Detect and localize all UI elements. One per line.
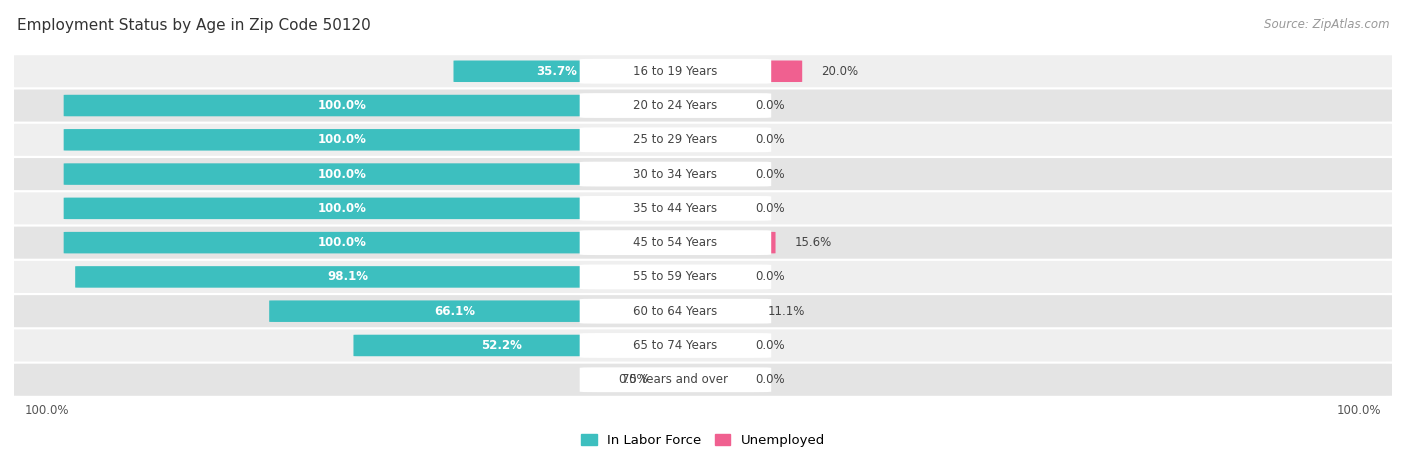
Text: 65 to 74 Years: 65 to 74 Years (633, 339, 717, 352)
FancyBboxPatch shape (454, 60, 681, 82)
Text: 0.0%: 0.0% (755, 168, 785, 180)
FancyBboxPatch shape (10, 158, 1396, 190)
FancyBboxPatch shape (579, 127, 772, 152)
FancyBboxPatch shape (669, 95, 737, 116)
Text: 0.0%: 0.0% (755, 339, 785, 352)
Text: 100.0%: 100.0% (1337, 405, 1381, 418)
Text: 100.0%: 100.0% (25, 405, 69, 418)
Text: 0.0%: 0.0% (755, 133, 785, 146)
FancyBboxPatch shape (669, 266, 737, 288)
FancyBboxPatch shape (669, 198, 737, 219)
Text: 35 to 44 Years: 35 to 44 Years (633, 202, 717, 215)
Legend: In Labor Force, Unemployed: In Labor Force, Unemployed (575, 428, 831, 451)
FancyBboxPatch shape (579, 230, 772, 255)
Text: 55 to 59 Years: 55 to 59 Years (634, 271, 717, 283)
Text: 35.7%: 35.7% (536, 65, 576, 78)
FancyBboxPatch shape (63, 95, 681, 116)
Text: 52.2%: 52.2% (481, 339, 522, 352)
FancyBboxPatch shape (579, 333, 772, 358)
FancyBboxPatch shape (579, 59, 772, 84)
FancyBboxPatch shape (579, 196, 772, 221)
FancyBboxPatch shape (669, 129, 737, 151)
Text: Source: ZipAtlas.com: Source: ZipAtlas.com (1264, 18, 1389, 31)
Text: 100.0%: 100.0% (318, 168, 367, 180)
FancyBboxPatch shape (669, 300, 748, 322)
Text: 20.0%: 20.0% (821, 65, 859, 78)
FancyBboxPatch shape (63, 129, 681, 151)
FancyBboxPatch shape (579, 93, 772, 118)
Text: 66.1%: 66.1% (434, 305, 475, 318)
FancyBboxPatch shape (579, 299, 772, 324)
FancyBboxPatch shape (10, 124, 1396, 156)
FancyBboxPatch shape (63, 232, 681, 253)
Text: 15.6%: 15.6% (794, 236, 832, 249)
Text: 45 to 54 Years: 45 to 54 Years (633, 236, 717, 249)
Text: 60 to 64 Years: 60 to 64 Years (633, 305, 717, 318)
Text: 100.0%: 100.0% (318, 133, 367, 146)
FancyBboxPatch shape (269, 300, 681, 322)
FancyBboxPatch shape (10, 329, 1396, 362)
Text: 30 to 34 Years: 30 to 34 Years (634, 168, 717, 180)
FancyBboxPatch shape (669, 163, 737, 185)
FancyBboxPatch shape (669, 60, 803, 82)
FancyBboxPatch shape (669, 369, 737, 391)
Text: 0.0%: 0.0% (755, 99, 785, 112)
FancyBboxPatch shape (63, 198, 681, 219)
Text: 98.1%: 98.1% (328, 271, 368, 283)
FancyBboxPatch shape (10, 261, 1396, 293)
FancyBboxPatch shape (75, 266, 681, 288)
Text: 0.0%: 0.0% (755, 271, 785, 283)
Text: 100.0%: 100.0% (318, 202, 367, 215)
Text: 25 to 29 Years: 25 to 29 Years (633, 133, 717, 146)
FancyBboxPatch shape (579, 264, 772, 290)
FancyBboxPatch shape (10, 295, 1396, 327)
Text: 0.0%: 0.0% (619, 373, 648, 386)
FancyBboxPatch shape (10, 55, 1396, 87)
Text: 11.1%: 11.1% (768, 305, 804, 318)
Text: 16 to 19 Years: 16 to 19 Years (633, 65, 717, 78)
FancyBboxPatch shape (10, 364, 1396, 396)
Text: 100.0%: 100.0% (318, 236, 367, 249)
Text: 0.0%: 0.0% (755, 373, 785, 386)
FancyBboxPatch shape (10, 226, 1396, 259)
FancyBboxPatch shape (579, 161, 772, 187)
Text: 100.0%: 100.0% (318, 99, 367, 112)
FancyBboxPatch shape (669, 335, 737, 356)
FancyBboxPatch shape (353, 335, 681, 356)
Text: 20 to 24 Years: 20 to 24 Years (633, 99, 717, 112)
FancyBboxPatch shape (10, 192, 1396, 225)
FancyBboxPatch shape (669, 232, 776, 253)
FancyBboxPatch shape (63, 163, 681, 185)
Text: 75 Years and over: 75 Years and over (623, 373, 728, 386)
FancyBboxPatch shape (10, 89, 1396, 122)
Text: Employment Status by Age in Zip Code 50120: Employment Status by Age in Zip Code 501… (17, 18, 371, 33)
FancyBboxPatch shape (579, 367, 772, 392)
Text: 0.0%: 0.0% (755, 202, 785, 215)
